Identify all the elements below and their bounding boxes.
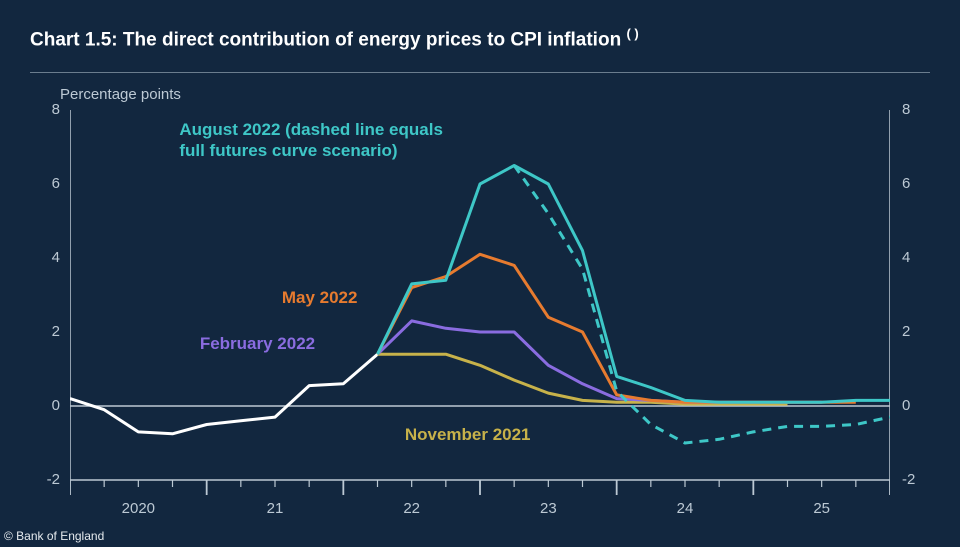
chart-title-text: Chart 1.5: The direct contribution of en… — [30, 29, 621, 50]
y-axis-label: Percentage points — [60, 86, 181, 103]
series-label-feb2022: February 2022 — [200, 333, 315, 354]
attribution: © Bank of England — [4, 529, 104, 543]
ytick-label-right: 4 — [902, 249, 910, 266]
xtick-label: 25 — [813, 500, 830, 517]
xtick-label: 23 — [540, 500, 557, 517]
ytick-label-left: -2 — [36, 471, 60, 488]
ytick-label-left: 2 — [36, 323, 60, 340]
chart-svg — [70, 110, 890, 530]
series-aug2022 — [378, 166, 891, 403]
series-actual — [70, 354, 378, 434]
ytick-label-right: 6 — [902, 175, 910, 192]
ytick-label-left: 8 — [36, 101, 60, 118]
ytick-label-right: 2 — [902, 323, 910, 340]
chart-title: Chart 1.5: The direct contribution of en… — [30, 26, 639, 51]
ytick-label-left: 0 — [36, 397, 60, 414]
xtick-label: 2020 — [122, 500, 155, 517]
ytick-label-right: -2 — [902, 471, 915, 488]
footnote-marker: ( ) — [626, 26, 638, 41]
ytick-label-left: 4 — [36, 249, 60, 266]
series-label-nov2021: November 2021 — [405, 424, 531, 445]
ytick-label-right: 8 — [902, 101, 910, 118]
xtick-label: 22 — [403, 500, 420, 517]
ytick-label-left: 6 — [36, 175, 60, 192]
series-label-aug2022: August 2022 (dashed line equals full fut… — [179, 119, 443, 162]
plot-area: Percentage points -2-2002244668820202122… — [70, 110, 890, 480]
ytick-label-right: 0 — [902, 397, 910, 414]
series-label-may2022: May 2022 — [282, 287, 358, 308]
title-rule — [30, 72, 930, 73]
series-nov2021 — [378, 354, 788, 404]
xtick-label: 24 — [677, 500, 694, 517]
xtick-label: 21 — [267, 500, 284, 517]
chart-container: Chart 1.5: The direct contribution of en… — [0, 0, 960, 547]
